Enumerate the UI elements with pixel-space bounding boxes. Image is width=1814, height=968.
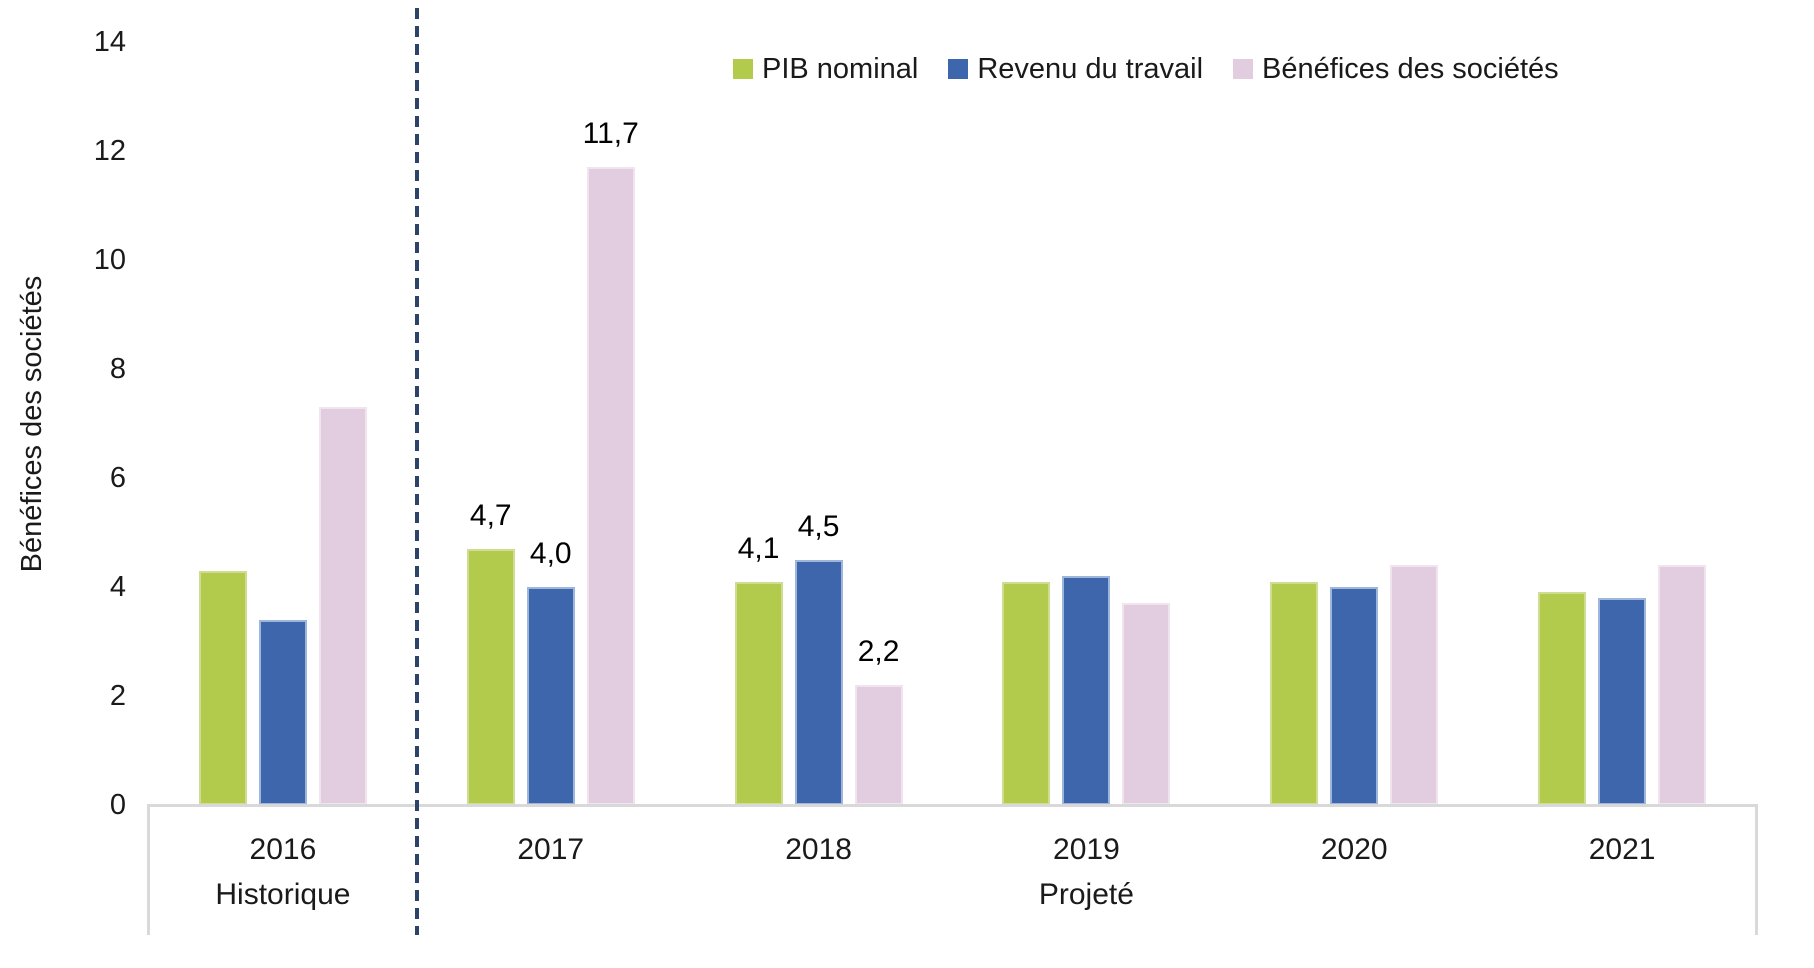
legend-swatch-blue <box>948 59 969 79</box>
bar-2017-series-2 <box>586 167 635 805</box>
group-label-1: Projeté <box>1038 878 1134 911</box>
category-label-2016: 2016 <box>249 833 317 866</box>
group-label-0: Historique <box>215 878 351 911</box>
y-tick-label: 2 <box>109 680 126 712</box>
y-tick-label: 10 <box>93 244 126 276</box>
bar-2020-series-0 <box>1270 581 1319 805</box>
legend-swatch-green <box>733 59 753 79</box>
bar-2018-series-1 <box>794 559 843 805</box>
data-label-2017-series-2: 11,7 <box>582 117 639 151</box>
legend-swatch-pink <box>1233 59 1254 79</box>
bar-2016-series-0 <box>198 570 247 805</box>
y-tick-label: 0 <box>109 789 126 821</box>
legend: PIB nominal Revenu du travail Bénéfices … <box>733 52 1559 86</box>
bar-2019-series-1 <box>1062 576 1111 805</box>
legend-item-benefices-des-societes: Bénéfices des sociétés <box>1233 52 1559 86</box>
y-axis-title: Bénéfices des sociétés <box>16 275 48 573</box>
category-label-2020: 2020 <box>1320 833 1388 866</box>
axis-separator-right <box>1755 805 1758 935</box>
legend-item-revenu-du-travail: Revenu du travail <box>948 52 1203 86</box>
bar-2021-series-0 <box>1538 592 1587 805</box>
data-label-2018-series-0: 4,1 <box>737 531 780 565</box>
bar-2021-series-1 <box>1598 597 1647 805</box>
bar-2021-series-2 <box>1658 565 1707 805</box>
y-tick-label: 8 <box>109 353 126 385</box>
bar-2020-series-1 <box>1330 587 1379 805</box>
bar-2020-series-2 <box>1390 565 1439 805</box>
legend-label: Bénéfices des sociétés <box>1262 53 1559 85</box>
x-axis-line <box>147 804 1758 807</box>
bar-2016-series-1 <box>258 619 307 805</box>
bar-2017-series-0 <box>466 548 515 805</box>
category-label-2019: 2019 <box>1053 833 1120 866</box>
y-tick-label: 6 <box>109 462 126 494</box>
legend-label: Revenu du travail <box>977 53 1204 85</box>
y-tick-label: 4 <box>109 571 126 603</box>
bar-2017-series-1 <box>526 587 575 805</box>
legend-item-pib-nominal: PIB nominal <box>733 52 918 86</box>
bar-2018-series-0 <box>734 581 783 805</box>
axis-separator-left <box>147 805 150 935</box>
data-label-2018-series-2: 2,2 <box>857 635 900 669</box>
bar-2019-series-0 <box>1002 581 1051 805</box>
category-label-2021: 2021 <box>1588 833 1656 866</box>
data-label-2017-series-0: 4,7 <box>469 498 512 532</box>
bar-2019-series-2 <box>1122 603 1171 805</box>
legend-label: PIB nominal <box>762 53 919 85</box>
y-tick-label: 14 <box>93 26 126 58</box>
category-label-2018: 2018 <box>785 833 852 866</box>
data-label-2018-series-1: 4,5 <box>797 509 840 543</box>
bar-2018-series-2 <box>854 685 903 805</box>
category-label-2017: 2017 <box>517 833 585 866</box>
bar-2016-series-2 <box>318 407 367 805</box>
data-label-2017-series-1: 4,0 <box>529 537 572 570</box>
historical-projected-divider <box>414 8 419 935</box>
y-tick-label: 12 <box>93 135 126 167</box>
